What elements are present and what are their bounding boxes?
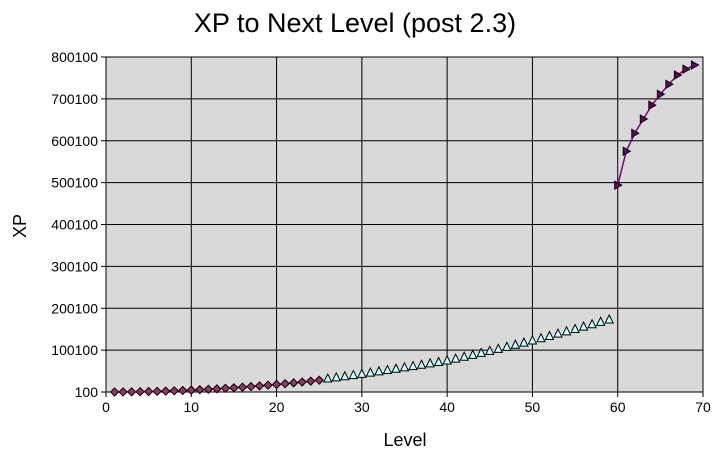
x-tick-label: 30 bbox=[354, 399, 370, 415]
series-2-point bbox=[484, 345, 495, 355]
series-2-point bbox=[433, 356, 444, 366]
y-axis-label: XP bbox=[10, 214, 30, 238]
series-2-point bbox=[459, 351, 470, 361]
y-tick-label: 200100 bbox=[51, 300, 98, 316]
series-1-point bbox=[237, 382, 248, 392]
series-1-point bbox=[314, 375, 324, 385]
y-tick-label: 700100 bbox=[51, 91, 98, 107]
series-2-point bbox=[519, 337, 529, 347]
series-2-point bbox=[578, 321, 589, 331]
series-3-point bbox=[682, 64, 691, 75]
series-1-point bbox=[118, 387, 128, 397]
series-1-point bbox=[229, 383, 239, 393]
series-2-point bbox=[467, 349, 478, 359]
x-tick-label: 0 bbox=[102, 399, 110, 415]
series-1-point bbox=[263, 380, 273, 390]
series-2-point bbox=[416, 359, 427, 369]
x-tick-label: 50 bbox=[525, 399, 541, 415]
y-tick-label: 600100 bbox=[51, 133, 98, 149]
series-2-point bbox=[357, 368, 367, 378]
series-3-point bbox=[665, 79, 674, 90]
x-tick-label: 40 bbox=[439, 399, 455, 415]
series-1-point bbox=[297, 377, 307, 387]
y-tick-label: 800100 bbox=[51, 49, 98, 65]
series-2-point bbox=[570, 323, 580, 333]
series-2-point bbox=[544, 330, 555, 340]
series-2-point bbox=[442, 354, 452, 365]
y-tick-label: 100100 bbox=[51, 342, 98, 358]
series-1-point bbox=[195, 385, 205, 395]
y-tick-label: 300100 bbox=[51, 258, 98, 274]
series-2-point bbox=[595, 316, 606, 326]
series-2-point bbox=[493, 343, 504, 353]
series-1-point bbox=[305, 376, 316, 386]
series-1-point bbox=[271, 379, 282, 390]
series-2-point bbox=[322, 372, 333, 383]
series-2-point bbox=[536, 332, 546, 343]
series-2-point bbox=[391, 363, 401, 373]
y-tick-label: 500100 bbox=[51, 175, 98, 191]
series-1-point bbox=[288, 378, 299, 388]
series-1-point bbox=[169, 386, 179, 396]
series-1-point bbox=[152, 386, 162, 397]
series-2-point bbox=[450, 353, 461, 363]
series-2-point bbox=[502, 341, 512, 351]
series-1-point bbox=[203, 384, 214, 394]
series-3-point bbox=[622, 146, 632, 157]
series-2-point bbox=[527, 334, 538, 345]
series-1-point bbox=[109, 387, 120, 397]
series-3-point bbox=[631, 128, 640, 139]
series-1-point bbox=[135, 386, 145, 397]
axis-ticks: 1001001002001003001004001005001006001007… bbox=[51, 49, 711, 415]
series-1-point bbox=[254, 381, 265, 391]
series-1-point bbox=[126, 387, 137, 397]
series-2-point bbox=[510, 339, 521, 349]
series-1-point bbox=[246, 381, 256, 392]
x-tick-label: 10 bbox=[183, 399, 199, 415]
series-2-point bbox=[365, 366, 376, 377]
series-2-point bbox=[382, 364, 393, 375]
x-tick-label: 70 bbox=[695, 399, 711, 415]
series-1-point bbox=[280, 378, 290, 389]
series-3-point bbox=[614, 180, 623, 191]
series-3-point bbox=[639, 114, 649, 124]
series-2-point bbox=[476, 347, 487, 357]
series-2-point bbox=[553, 328, 563, 338]
series-1-point bbox=[178, 385, 188, 396]
series-2-point bbox=[331, 371, 342, 382]
series-1-point bbox=[186, 385, 196, 395]
series-3-point bbox=[673, 70, 683, 80]
series-1-point bbox=[220, 383, 231, 394]
series-3-line bbox=[616, 64, 695, 186]
series-3-point bbox=[690, 60, 700, 70]
series-2-point bbox=[339, 370, 350, 381]
series-2-point bbox=[604, 313, 614, 324]
series-2-point bbox=[561, 325, 572, 336]
series-3-point bbox=[648, 100, 657, 111]
series-1-point bbox=[212, 384, 222, 394]
x-axis-label: Level bbox=[383, 430, 426, 450]
series-2-point bbox=[587, 318, 597, 329]
series-1-point bbox=[160, 386, 171, 396]
series-2-line bbox=[327, 319, 610, 380]
y-tick-label: 400100 bbox=[51, 217, 98, 233]
series-2-point bbox=[348, 369, 359, 380]
y-tick-label: 100 bbox=[75, 384, 99, 400]
series-2-point bbox=[408, 360, 418, 371]
x-tick-label: 60 bbox=[610, 399, 626, 415]
series-2-point bbox=[399, 361, 410, 372]
series-2-point bbox=[374, 365, 384, 376]
series-layer bbox=[109, 60, 700, 397]
series-2-point bbox=[425, 357, 435, 368]
series-1-point bbox=[143, 386, 154, 397]
chart-title: XP to Next Level (post 2.3) bbox=[194, 8, 516, 38]
x-tick-label: 20 bbox=[269, 399, 285, 415]
series-3-point bbox=[656, 89, 666, 100]
